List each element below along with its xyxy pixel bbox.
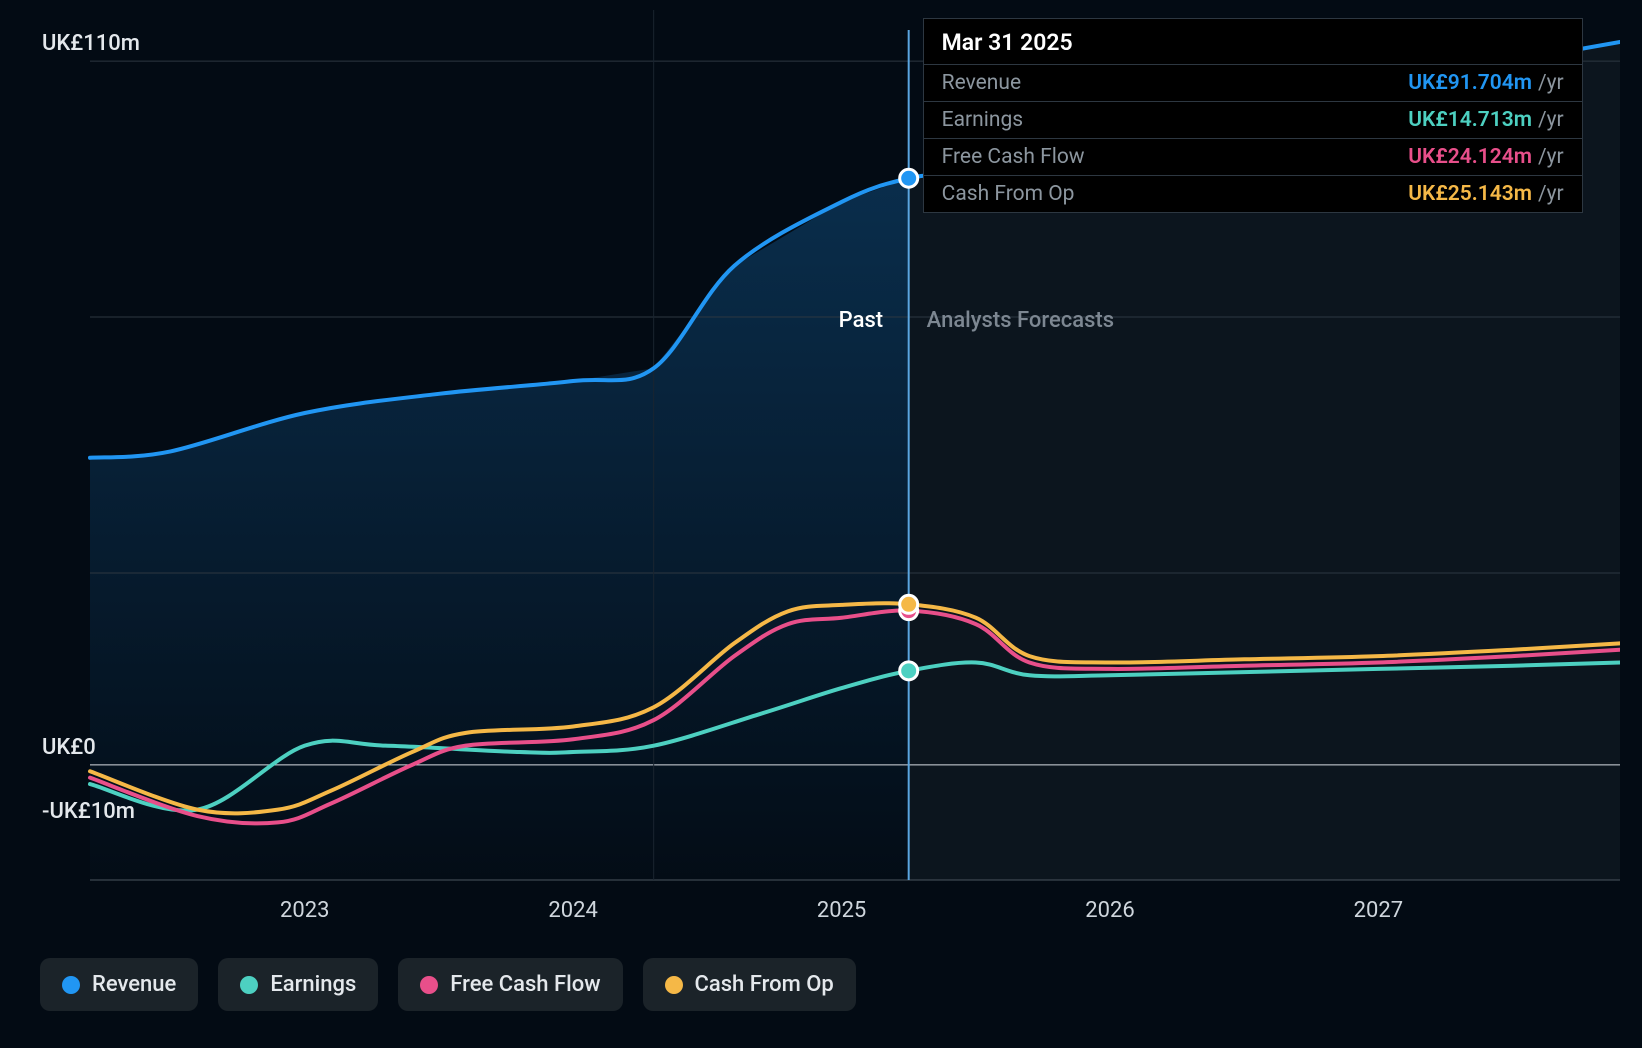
legend-dot-icon	[62, 976, 80, 994]
legend-label: Cash From Op	[695, 972, 834, 997]
x-axis-label: 2026	[1085, 898, 1134, 923]
tooltip-row: Earnings UK£14.713m/yr	[924, 102, 1582, 139]
tooltip-metric-value: UK£14.713m/yr	[1408, 108, 1563, 132]
y-axis-label: -UK£10m	[42, 799, 135, 824]
forecast-region-label: Analysts Forecasts	[927, 308, 1114, 333]
tooltip-metric-label: Revenue	[942, 71, 1021, 95]
legend-item[interactable]: Revenue	[40, 958, 198, 1011]
x-axis-label: 2027	[1354, 898, 1403, 923]
legend-label: Revenue	[92, 972, 176, 997]
tooltip-metric-value: UK£25.143m/yr	[1408, 182, 1563, 206]
tooltip-metric-label: Earnings	[942, 108, 1023, 132]
legend-item[interactable]: Free Cash Flow	[398, 958, 622, 1011]
legend-label: Earnings	[270, 972, 356, 997]
x-axis-label: 2025	[817, 898, 866, 923]
tooltip-row: Free Cash Flow UK£24.124m/yr	[924, 139, 1582, 176]
x-axis-label: 2023	[280, 898, 329, 923]
tooltip-row: Revenue UK£91.704m/yr	[924, 65, 1582, 102]
legend-dot-icon	[665, 976, 683, 994]
tooltip-metric-value: UK£24.124m/yr	[1408, 145, 1563, 169]
x-axis-label: 2024	[548, 898, 597, 923]
tooltip-metric-label: Cash From Op	[942, 182, 1075, 206]
data-tooltip: Mar 31 2025 Revenue UK£91.704m/yr Earnings…	[923, 18, 1583, 213]
legend-item[interactable]: Earnings	[218, 958, 378, 1011]
tooltip-metric-value: UK£91.704m/yr	[1408, 71, 1563, 95]
tooltip-date: Mar 31 2025	[924, 19, 1582, 65]
y-axis-label: UK£0	[42, 735, 96, 760]
legend-label: Free Cash Flow	[450, 972, 600, 997]
tooltip-row: Cash From Op UK£25.143m/yr	[924, 176, 1582, 212]
y-axis-label: UK£110m	[42, 31, 140, 56]
past-region-label: Past	[839, 308, 883, 333]
legend-dot-icon	[420, 976, 438, 994]
legend: Revenue Earnings Free Cash Flow Cash From O…	[40, 958, 856, 1011]
tooltip-metric-label: Free Cash Flow	[942, 145, 1085, 169]
legend-item[interactable]: Cash From Op	[643, 958, 856, 1011]
legend-dot-icon	[240, 976, 258, 994]
